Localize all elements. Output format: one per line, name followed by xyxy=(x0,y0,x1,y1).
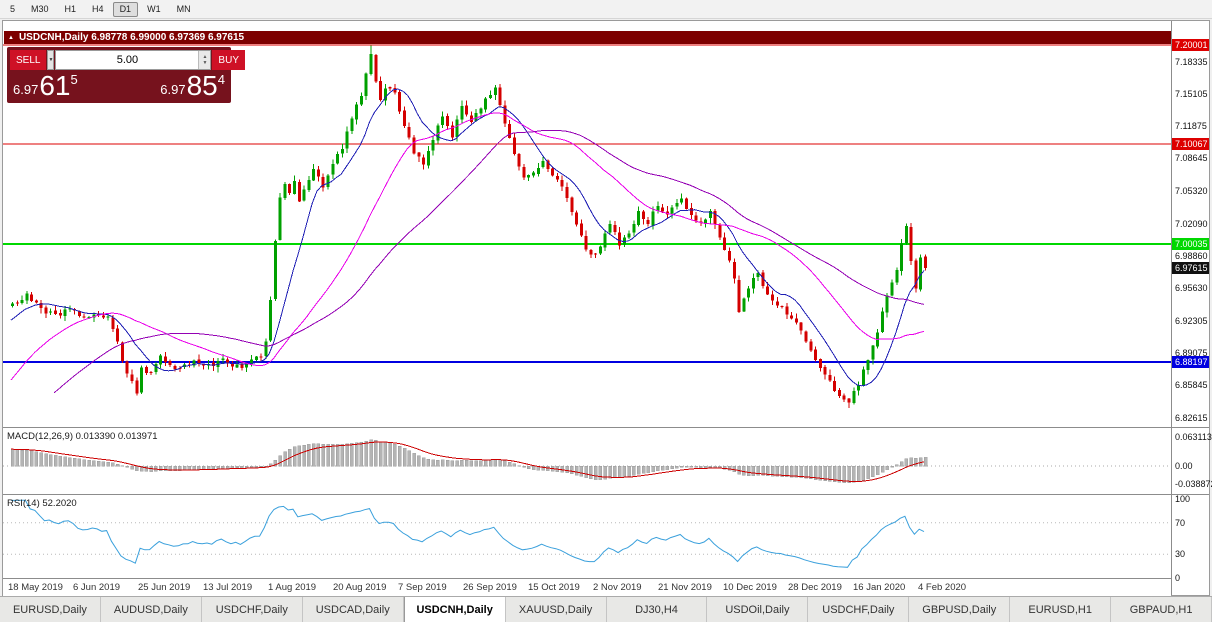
date-label: 25 Jun 2019 xyxy=(138,582,191,593)
chart-tab-gbpaud-h1[interactable]: GBPAUD,H1 xyxy=(1111,597,1212,622)
macd-axis-label: -0.038872 xyxy=(1175,479,1212,489)
chart-tab-usdchf-daily[interactable]: USDCHF,Daily xyxy=(201,597,303,622)
rsi-axis-label: 70 xyxy=(1175,518,1186,528)
date-label: 6 Jun 2019 xyxy=(73,582,121,593)
date-label: 21 Nov 2019 xyxy=(658,582,712,593)
rsi-indicator-title: RSI(14) 52.2020 xyxy=(7,498,77,509)
date-label: 15 Oct 2019 xyxy=(528,582,580,593)
price-axis-label: 6.98860 xyxy=(1175,251,1208,261)
current-price-badge: 6.97615 xyxy=(1172,262,1209,274)
chart-tab-audusd-daily[interactable]: AUDUSD,Daily xyxy=(100,597,202,622)
level-price-badge: 6.88197 xyxy=(1172,356,1209,368)
chart-symbol-strip: ▲ USDCNH,Daily 6.98778 6.99000 6.97369 6… xyxy=(4,31,1171,44)
date-label: 26 Sep 2019 xyxy=(463,582,517,593)
chart-tab-eurusd-daily[interactable]: EURUSD,Daily xyxy=(0,597,101,622)
price-axis[interactable]: 7.18335 7.15105 7.11875 7.08645 7.05320 7.020… xyxy=(1171,21,1212,595)
rsi-indicator-pane[interactable] xyxy=(3,496,1171,578)
level-price-badge: 7.10067 xyxy=(1172,138,1209,150)
price-axis-label: 7.15105 xyxy=(1175,89,1208,99)
macd-indicator-title: MACD(12,26,9) 0.013390 0.013971 xyxy=(7,431,158,442)
price-axis-label: 6.95630 xyxy=(1175,283,1208,293)
price-axis-label: 7.05320 xyxy=(1175,186,1208,196)
chart-tab-eurusd-h1[interactable]: EURUSD,H1 xyxy=(1010,597,1112,622)
chart-title-ohlc: USDCNH,Daily 6.98778 6.99000 6.97369 6.9… xyxy=(18,32,245,43)
rsi-axis-label: 30 xyxy=(1175,549,1186,559)
price-chart-pane[interactable] xyxy=(3,27,1171,427)
macd-axis-label: 0.00 xyxy=(1175,461,1193,471)
level-price-badge: 7.20001 xyxy=(1172,39,1209,51)
price-axis-label: 7.18335 xyxy=(1175,57,1208,67)
rsi-axis-label: 100 xyxy=(1175,494,1191,504)
timeframe-button-h1[interactable]: H1 xyxy=(64,3,77,14)
buy-price-prefix: 6.97 xyxy=(160,82,186,97)
price-axis-label: 7.08645 xyxy=(1175,153,1208,163)
macd-indicator-pane[interactable] xyxy=(3,429,1171,494)
chart-tab-bar: EURUSD,Daily AUDUSD,Daily USDCHF,Daily USDC… xyxy=(0,596,1212,622)
date-label: 20 Aug 2019 xyxy=(333,582,387,593)
volume-spinner[interactable]: ▲ ▼ xyxy=(198,51,211,69)
chart-tab-usdoil-daily[interactable]: USDOil,Daily xyxy=(707,597,809,622)
timeframe-button-5[interactable]: 5 xyxy=(10,3,16,14)
date-label: 16 Jan 2020 xyxy=(853,582,906,593)
rsi-axis-label: 0 xyxy=(1175,573,1181,583)
buy-button[interactable]: BUY xyxy=(212,50,245,70)
buy-price[interactable]: 6.97 85 4 xyxy=(160,70,225,101)
price-axis-label: 6.82615 xyxy=(1175,413,1208,423)
timeframe-toolbar: 5 M30 H1 H4 D1 W1 MN xyxy=(0,0,1212,19)
date-axis[interactable]: 18 May 2019 6 Jun 2019 25 Jun 2019 13 Jul 2… xyxy=(3,578,1171,596)
chart-tab-xauusd-daily[interactable]: XAUUSD,Daily xyxy=(505,597,607,622)
price-axis-label: 6.85845 xyxy=(1175,380,1208,390)
date-label: 1 Aug 2019 xyxy=(268,582,317,593)
symbol-marker-icon: ▲ xyxy=(8,34,14,41)
spinner-down-icon: ▼ xyxy=(202,60,208,66)
timeframe-button-h4[interactable]: H4 xyxy=(92,3,104,14)
chart-window: ▲ USDCNH,Daily 6.98778 6.99000 6.97369 6… xyxy=(2,20,1212,596)
date-label: 4 Feb 2020 xyxy=(918,582,967,593)
price-axis-label: 6.92305 xyxy=(1175,316,1208,326)
buy-price-sup: 4 xyxy=(217,72,225,87)
date-label: 18 May 2019 xyxy=(8,582,63,593)
pane-separator[interactable] xyxy=(3,427,1209,428)
macd-axis-label: 0.063113 xyxy=(1175,432,1212,442)
one-click-trading-panel: SELL ▼ ▲ ▼ BUY 6.97 61 5 6.9 xyxy=(7,47,245,103)
level-price-badge: 7.00035 xyxy=(1172,238,1209,250)
chart-tab-usdcnh-daily[interactable]: USDCNH,Daily xyxy=(403,597,506,622)
sell-price[interactable]: 6.97 61 5 xyxy=(13,70,78,101)
date-label: 2 Nov 2019 xyxy=(593,582,642,593)
price-axis-label: 7.11875 xyxy=(1175,121,1207,131)
chart-tab-usdcad-daily[interactable]: USDCAD,Daily xyxy=(302,597,404,622)
sell-button[interactable]: SELL xyxy=(10,50,47,70)
chart-tab-dj30-h4[interactable]: DJ30,H4 xyxy=(606,597,708,622)
sell-price-sup: 5 xyxy=(70,72,78,87)
spinner-up-icon: ▲ xyxy=(202,54,208,60)
chart-tab-usdchf-daily[interactable]: USDCHF,Daily xyxy=(808,597,910,622)
volume-dropdown-button[interactable]: ▼ xyxy=(47,50,55,70)
pane-separator[interactable] xyxy=(3,494,1209,495)
sell-price-big: 61 xyxy=(39,70,71,101)
volume-field-wrap: ▲ ▼ xyxy=(55,50,212,70)
volume-input[interactable] xyxy=(56,51,199,69)
price-axis-label: 6.89075 xyxy=(1175,348,1208,358)
date-label: 10 Dec 2019 xyxy=(723,582,777,593)
price-axis-label: 7.02090 xyxy=(1175,219,1208,229)
timeframe-button-mn[interactable]: MN xyxy=(176,3,191,14)
chevron-down-icon: ▼ xyxy=(48,57,54,63)
timeframe-button-d1[interactable]: D1 xyxy=(112,1,139,17)
sell-price-prefix: 6.97 xyxy=(13,82,39,97)
buy-price-big: 85 xyxy=(186,70,218,101)
date-label: 7 Sep 2019 xyxy=(398,582,447,593)
timeframe-button-w1[interactable]: W1 xyxy=(147,3,161,14)
timeframe-button-m30[interactable]: M30 xyxy=(31,3,49,14)
date-label: 28 Dec 2019 xyxy=(788,582,842,593)
chart-tab-gbpusd-daily[interactable]: GBPUSD,Daily xyxy=(909,597,1011,622)
date-label: 13 Jul 2019 xyxy=(203,582,253,593)
